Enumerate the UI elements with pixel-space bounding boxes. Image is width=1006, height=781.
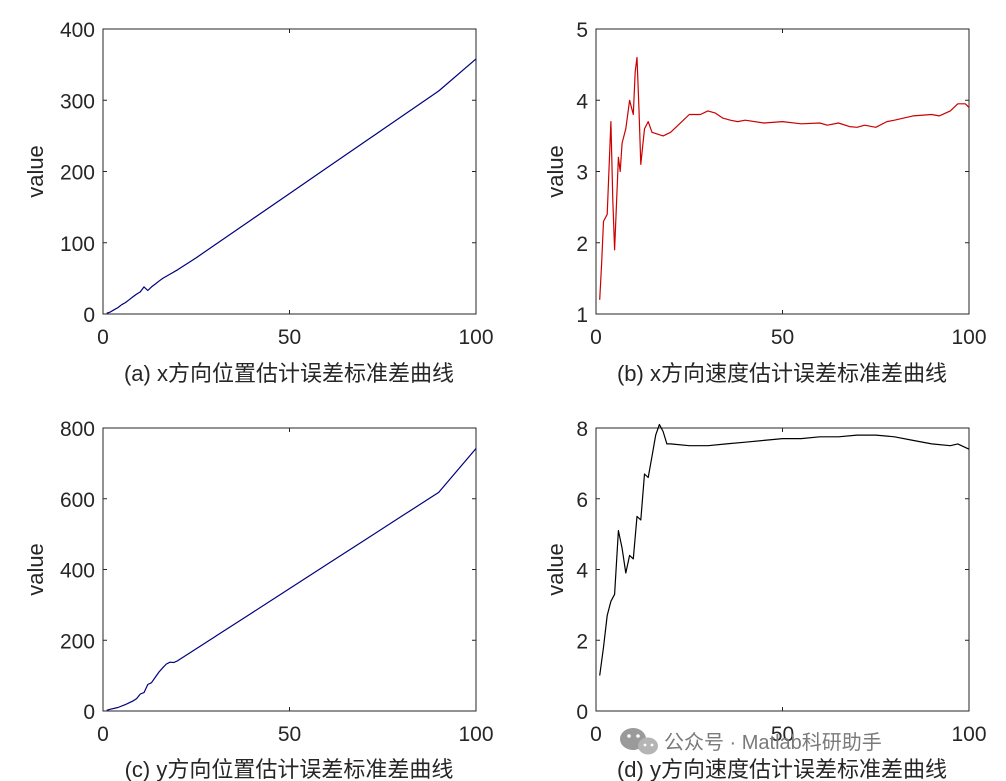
y-tick-label: 400 xyxy=(60,19,95,42)
y-tick-label: 2 xyxy=(576,233,588,256)
chart-panel: 0 50 100 0 200 400 600 800 value (c) y方向位置估计误差标准差… xyxy=(23,418,494,781)
series-line xyxy=(599,56,970,300)
chart-panel: 0 50 100 0 2 4 6 8 value (d) y方向速度估计误差标准差曲线 xyxy=(543,418,987,781)
y-axis-label: value xyxy=(23,543,48,596)
y-axis-label: value xyxy=(543,543,568,596)
chart-panel: 0 50 100 1 2 3 4 5 value (b) x方向速度估计误差标准差曲线 xyxy=(543,19,987,386)
y-tick-label: 4 xyxy=(576,90,588,113)
plot-frame xyxy=(595,28,970,315)
plot-frame xyxy=(102,427,477,712)
x-tick-label: 0 xyxy=(590,723,602,746)
y-tick-label: 1 xyxy=(576,304,588,327)
plot-frame xyxy=(595,427,970,712)
x-tick-label: 50 xyxy=(278,326,301,349)
y-tick-label: 6 xyxy=(576,489,588,512)
y-tick-label: 0 xyxy=(83,701,95,724)
subplot-caption: (d) y方向速度估计误差标准差曲线 xyxy=(617,757,947,781)
y-tick-label: 200 xyxy=(60,162,95,185)
y-axis-label: value xyxy=(543,145,568,198)
y-tick-label: 800 xyxy=(60,418,95,441)
subplot-caption: (c) y方向位置估计误差标准差曲线 xyxy=(125,757,454,781)
y-tick-label: 400 xyxy=(60,560,95,583)
y-tick-label: 2 xyxy=(576,630,588,653)
watermark-text: 公众号 · Matlab科研助手 xyxy=(664,731,882,754)
watermark: 公众号 · Matlab科研助手 xyxy=(620,728,882,755)
y-tick-label: 100 xyxy=(60,233,95,256)
x-tick-label: 50 xyxy=(278,723,301,746)
subplot-caption: (a) x方向位置估计误差标准差曲线 xyxy=(124,361,454,386)
series-line xyxy=(599,423,970,676)
y-tick-label: 600 xyxy=(60,489,95,512)
y-tick-label: 3 xyxy=(576,162,588,185)
y-tick-label: 8 xyxy=(576,418,588,441)
y-tick-label: 200 xyxy=(60,630,95,653)
y-tick-label: 5 xyxy=(576,19,588,42)
y-tick-label: 0 xyxy=(83,304,95,327)
y-axis-label: value xyxy=(23,145,48,198)
wechat-icon xyxy=(620,728,658,755)
x-tick-label: 0 xyxy=(97,723,109,746)
x-tick-label: 0 xyxy=(590,326,602,349)
x-tick-label: 100 xyxy=(951,326,986,349)
series-line xyxy=(106,58,477,314)
x-tick-label: 0 xyxy=(97,326,109,349)
y-tick-label: 4 xyxy=(576,560,588,583)
series-line xyxy=(106,448,477,711)
x-tick-label: 50 xyxy=(771,723,794,746)
x-tick-label: 50 xyxy=(771,326,794,349)
subplot-caption: (b) x方向速度估计误差标准差曲线 xyxy=(617,361,947,386)
y-tick-label: 300 xyxy=(60,90,95,113)
x-tick-label: 100 xyxy=(458,723,493,746)
x-tick-label: 100 xyxy=(951,723,986,746)
plot-frame xyxy=(102,28,477,315)
x-tick-label: 100 xyxy=(458,326,493,349)
y-tick-label: 0 xyxy=(576,701,588,724)
chart-panel: 0 50 100 0 100 200 300 400 value (a) x方向位置估计误差标准差… xyxy=(23,19,494,386)
